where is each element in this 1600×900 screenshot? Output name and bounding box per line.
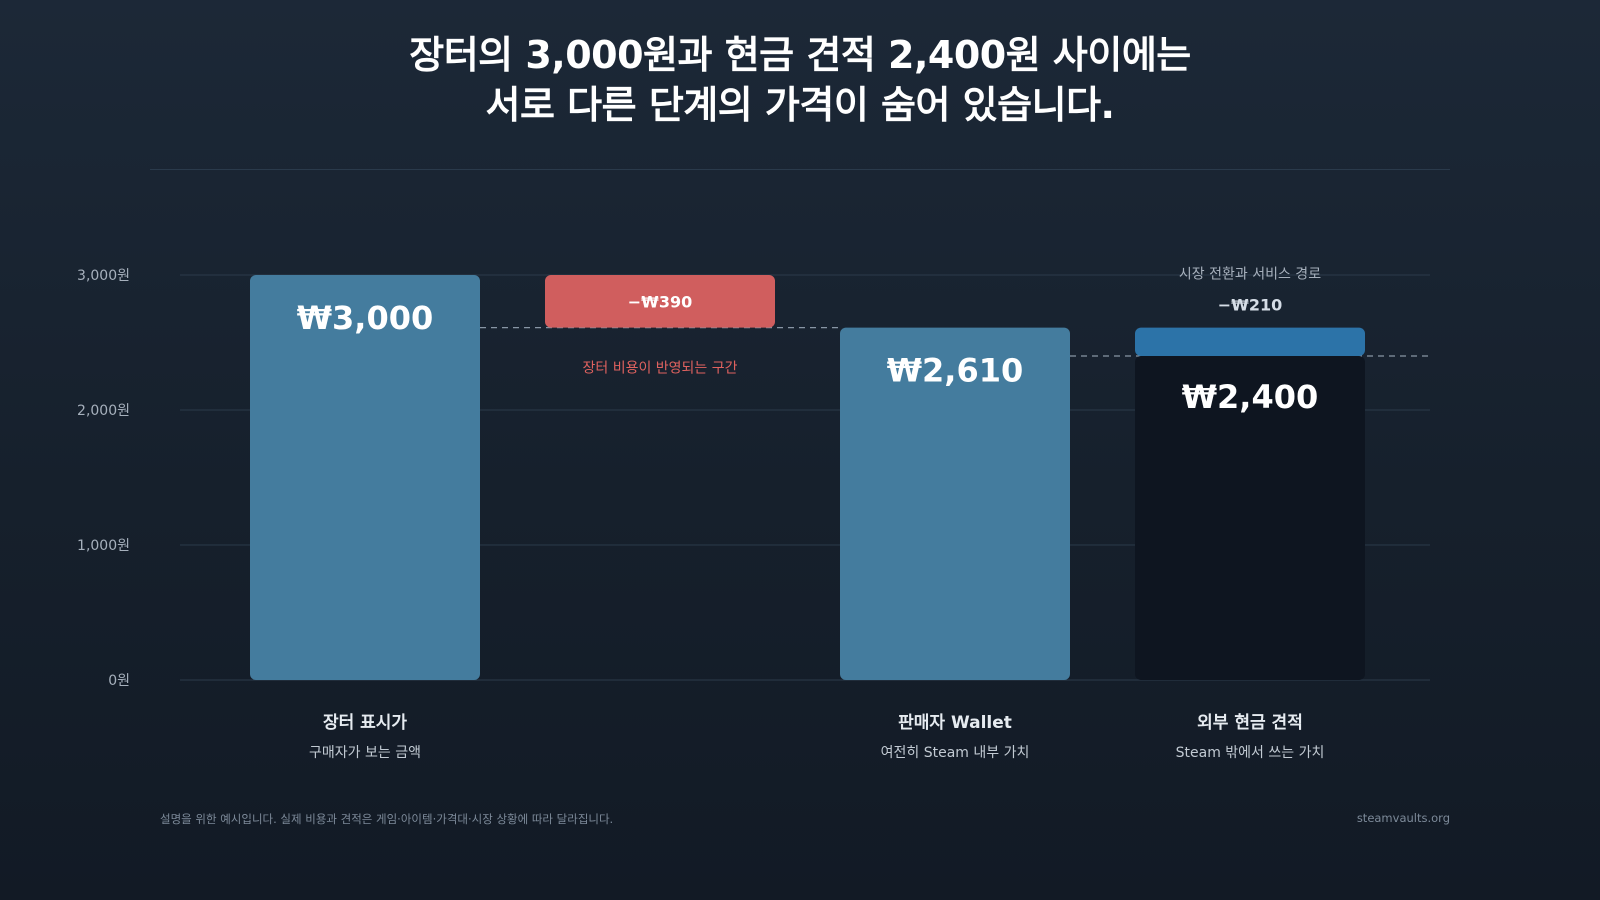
category-label: 판매자 Wallet — [898, 713, 1012, 733]
y-tick-label: 2,000원 — [77, 403, 130, 419]
delta-value-label: −₩210 — [1218, 296, 1282, 315]
y-tick-label: 0원 — [108, 673, 130, 689]
chart-title-line-1: 장터의 3,000원과 현금 견적 2,400원 사이에는 — [409, 33, 1191, 77]
category-label: 장터 표시가 — [323, 713, 407, 733]
footnote: 설명을 위한 예시입니다. 실제 비용과 견적은 게임·아이템·가격대·시장 상… — [160, 812, 614, 826]
bar — [1135, 356, 1365, 680]
y-tick-label: 1,000원 — [77, 538, 130, 554]
site-url: steamvaults.org — [1356, 811, 1450, 825]
category-sublabel: 여전히 Steam 내부 가치 — [881, 745, 1030, 761]
delta-annotation: 장터 비용이 반영되는 구간 — [582, 361, 737, 377]
delta-bar — [545, 275, 775, 328]
delta-annotation: 시장 전환과 서비스 경로 — [1179, 267, 1321, 283]
bar — [840, 327, 1070, 680]
chart-title-line-2: 서로 다른 단계의 가격이 숨어 있습니다. — [485, 83, 1115, 127]
bar-value-label: ₩2,610 — [887, 352, 1024, 390]
bar — [250, 275, 480, 680]
title-divider — [150, 169, 1450, 170]
bar-value-label: ₩2,400 — [1182, 378, 1319, 416]
bar-value-label: ₩3,000 — [297, 299, 434, 337]
chart-title: 장터의 3,000원과 현금 견적 2,400원 사이에는 서로 다른 단계의 … — [0, 30, 1600, 130]
y-tick-label: 3,000원 — [77, 268, 130, 284]
category-sublabel: Steam 밖에서 쓰는 가치 — [1176, 745, 1325, 761]
delta-bar — [1135, 327, 1365, 356]
category-sublabel: 구매자가 보는 금액 — [309, 745, 421, 761]
category-label: 외부 현금 견적 — [1197, 713, 1303, 733]
delta-value-label: −₩390 — [628, 292, 692, 311]
